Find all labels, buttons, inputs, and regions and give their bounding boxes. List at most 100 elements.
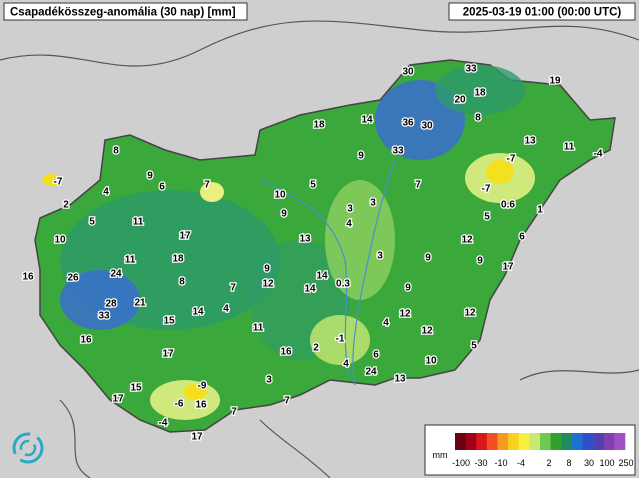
station-value: 14 [192, 307, 204, 318]
station-value: 4 [346, 219, 352, 230]
colorbar-segment [550, 433, 562, 450]
station-value: 8 [113, 146, 119, 157]
station-value: 12 [461, 235, 473, 246]
station-value: 6 [159, 182, 165, 193]
station-value: 9 [477, 256, 483, 267]
station-value: 9 [281, 209, 287, 220]
colorbar-segment [497, 433, 509, 450]
station-value: 2 [313, 343, 319, 354]
legend-label: -100 [452, 458, 470, 468]
station-value: 18 [474, 88, 486, 99]
station-value: 21 [134, 298, 146, 309]
title: Csapadékösszeg-anomália (30 nap) [mm] [10, 7, 236, 19]
area [150, 380, 220, 420]
area [42, 174, 62, 186]
station-value: 12 [421, 326, 433, 337]
station-value: 3 [347, 204, 353, 215]
area [183, 384, 207, 400]
station-value: 17 [191, 432, 203, 443]
station-value: 6 [519, 232, 525, 243]
station-value: 5 [471, 341, 477, 352]
station-value: 24 [110, 269, 122, 280]
station-value: 7 [204, 180, 210, 191]
legend-labels: -100 -30 -10 -4 2 8 30 100 250 [452, 458, 634, 468]
station-value: 8 [179, 277, 185, 288]
colorbar-segment [561, 433, 573, 450]
timestamp-box [448, 2, 636, 21]
legend-label: 250 [618, 458, 633, 468]
area [435, 65, 525, 115]
station-value: 20 [454, 95, 466, 106]
station-value: 14 [304, 284, 316, 295]
station-value: 5 [310, 180, 316, 191]
colorbar-segment [593, 433, 605, 450]
station-value: 4 [383, 318, 389, 329]
station-value: -4 [159, 418, 168, 429]
station-value: 12 [464, 308, 476, 319]
station-value: 14 [361, 115, 373, 126]
station-value: 17 [162, 349, 174, 360]
station-value: 17 [179, 231, 191, 242]
colorbar-segment [465, 433, 477, 450]
legend-label: -30 [474, 458, 487, 468]
station-value: 7 [231, 407, 237, 418]
legend-label: 100 [599, 458, 614, 468]
station-value: 33 [392, 146, 404, 157]
area [325, 180, 395, 300]
station-value: -6 [175, 399, 184, 410]
station-value: 26 [67, 273, 79, 284]
station-value: 13 [524, 136, 536, 147]
station-value: -9 [198, 381, 207, 392]
station-value: 4 [343, 359, 349, 370]
station-value: -7 [54, 177, 63, 188]
colorbar-segment [614, 433, 626, 450]
legend-label: -10 [494, 458, 507, 468]
station-value: 3 [377, 251, 383, 262]
station-value: 14 [316, 271, 328, 282]
station-value: 9 [358, 151, 364, 162]
station-value: 19 [549, 76, 561, 87]
station-value: 24 [365, 367, 377, 378]
station-value: 4 [223, 304, 229, 315]
station-value: 11 [564, 142, 575, 153]
area [200, 182, 224, 202]
legend-label: 8 [566, 458, 571, 468]
station-value: 15 [130, 383, 142, 394]
station-value: -1 [336, 334, 345, 345]
station-value: 10 [274, 190, 286, 201]
station-value: 3 [370, 198, 376, 209]
station-value: 9 [264, 264, 270, 275]
station-value: 11 [253, 323, 264, 334]
logo [12, 432, 44, 464]
station-value: 2 [63, 200, 69, 211]
station-value: 12 [262, 279, 274, 290]
station-value: 30 [402, 67, 414, 78]
border [59, 369, 639, 478]
station-value: 1 [537, 205, 543, 216]
station-value: 11 [125, 255, 136, 266]
title-box [3, 2, 248, 21]
station-value: 17 [502, 262, 514, 273]
station-value: -7 [507, 154, 516, 165]
colorbar-segment [455, 433, 466, 450]
colorbar-segment [518, 433, 530, 450]
colorbar-segment [476, 433, 488, 450]
colorbar-segment [529, 433, 541, 450]
station-value: 28 [105, 299, 117, 310]
logo-ring [19, 439, 37, 457]
colorbar-segment [508, 433, 520, 450]
station-value: 9 [147, 171, 153, 182]
station-value: 18 [172, 254, 184, 265]
border [0, 20, 639, 67]
station-value: 6 [373, 350, 379, 361]
area [486, 160, 514, 184]
station-value: 15 [163, 316, 175, 327]
station-value: -4 [594, 149, 603, 160]
station-value: 10 [425, 356, 437, 367]
station-value: 0.6 [501, 200, 515, 211]
legend-unit: mm [433, 450, 448, 460]
station-value: 9 [405, 283, 411, 294]
station-value: 16 [280, 347, 292, 358]
